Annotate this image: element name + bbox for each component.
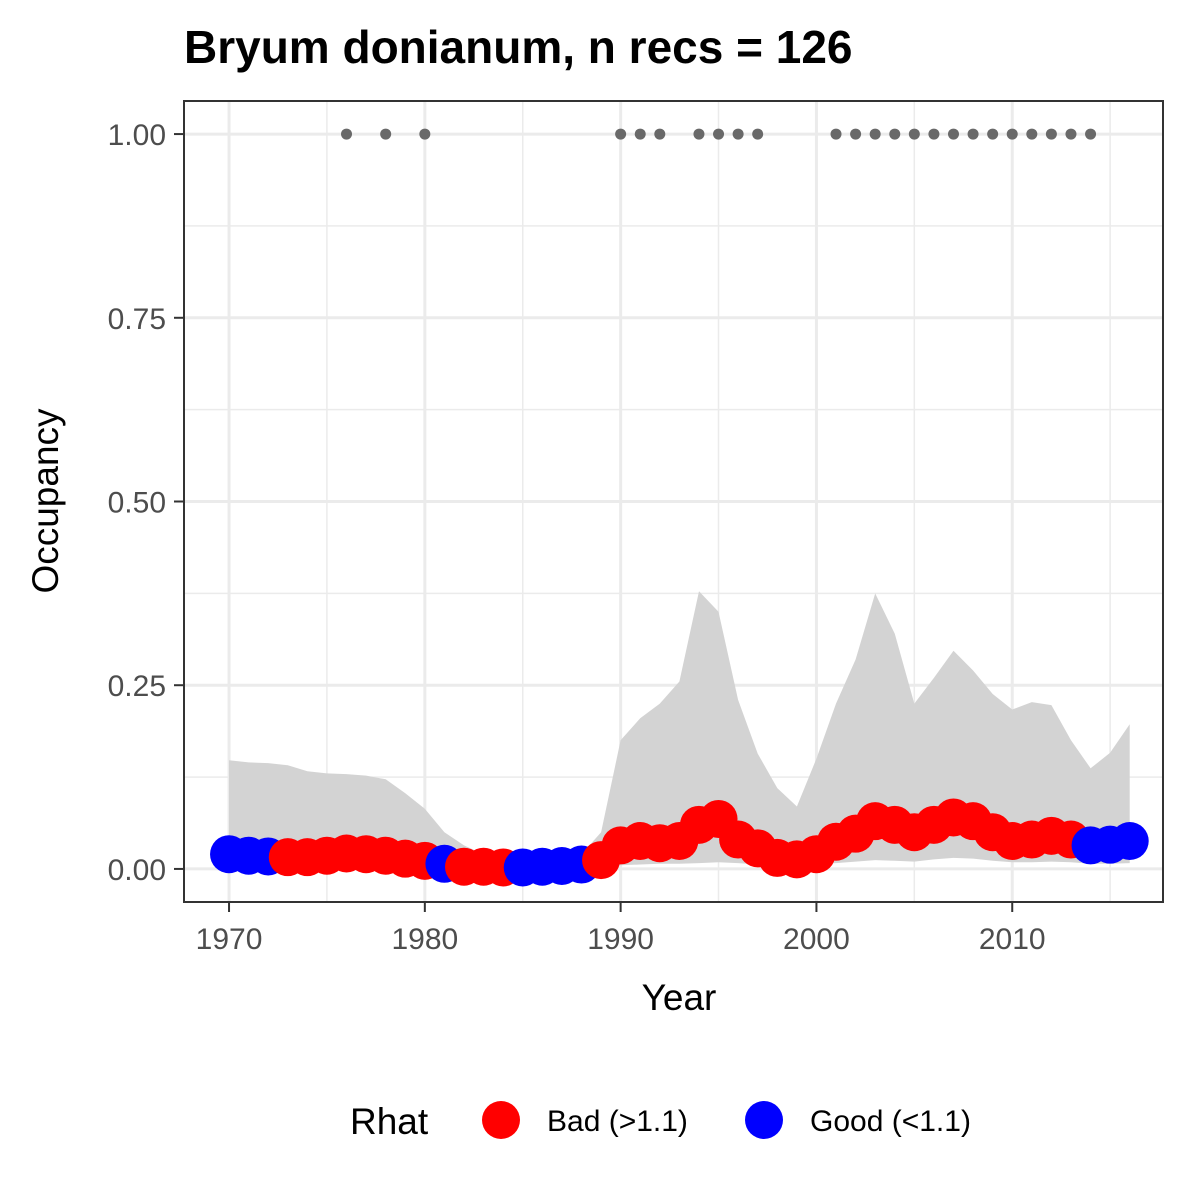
x-axis: 1970 1980 1990 2000 2010 — [196, 902, 1046, 956]
record-point — [1065, 128, 1077, 140]
legend-label-bad: Bad (>1.1) — [547, 1105, 688, 1138]
x-tick-label: 1970 — [196, 923, 263, 956]
legend-key-bad — [482, 1101, 520, 1139]
record-point — [967, 128, 979, 140]
x-tick-label: 1990 — [587, 923, 654, 956]
chart-title: Bryum donianum, n recs = 126 — [184, 21, 853, 73]
record-point — [908, 128, 920, 140]
record-point — [947, 128, 959, 140]
record-point — [713, 128, 725, 140]
legend: Rhat Bad (>1.1) Good (<1.1) — [350, 1101, 971, 1142]
record-point — [869, 128, 881, 140]
record-point — [654, 128, 666, 140]
record-point — [615, 128, 627, 140]
record-points — [341, 128, 1097, 140]
y-tick-label: 0.25 — [108, 670, 166, 703]
y-axis: 0.00 0.25 0.50 0.75 1.00 — [108, 119, 184, 887]
record-point — [830, 128, 842, 140]
occupancy-points — [210, 798, 1149, 887]
record-point — [889, 128, 901, 140]
legend-key-good — [745, 1101, 783, 1139]
record-point — [987, 128, 999, 140]
record-point — [850, 128, 862, 140]
record-point — [752, 128, 764, 140]
record-point — [341, 128, 353, 140]
record-point — [419, 128, 431, 140]
record-point — [1085, 128, 1097, 140]
occupancy-point — [1110, 822, 1149, 861]
y-tick-label: 0.50 — [108, 487, 166, 520]
record-point — [634, 128, 646, 140]
legend-title: Rhat — [350, 1101, 429, 1142]
record-point — [1045, 128, 1057, 140]
record-point — [928, 128, 940, 140]
y-tick-label: 1.00 — [108, 119, 166, 152]
y-tick-label: 0.00 — [108, 854, 166, 887]
x-tick-label: 2010 — [979, 923, 1046, 956]
record-point — [732, 128, 744, 140]
x-axis-title: Year — [642, 977, 717, 1018]
y-axis-title: Occupancy — [25, 408, 66, 594]
record-point — [693, 128, 705, 140]
record-point — [380, 128, 392, 140]
confidence-ribbon — [229, 591, 1130, 869]
y-tick-label: 0.75 — [108, 303, 166, 336]
x-tick-label: 1980 — [391, 923, 458, 956]
x-tick-label: 2000 — [783, 923, 850, 956]
record-point — [1006, 128, 1018, 140]
record-point — [1026, 128, 1038, 140]
legend-label-good: Good (<1.1) — [810, 1105, 971, 1138]
